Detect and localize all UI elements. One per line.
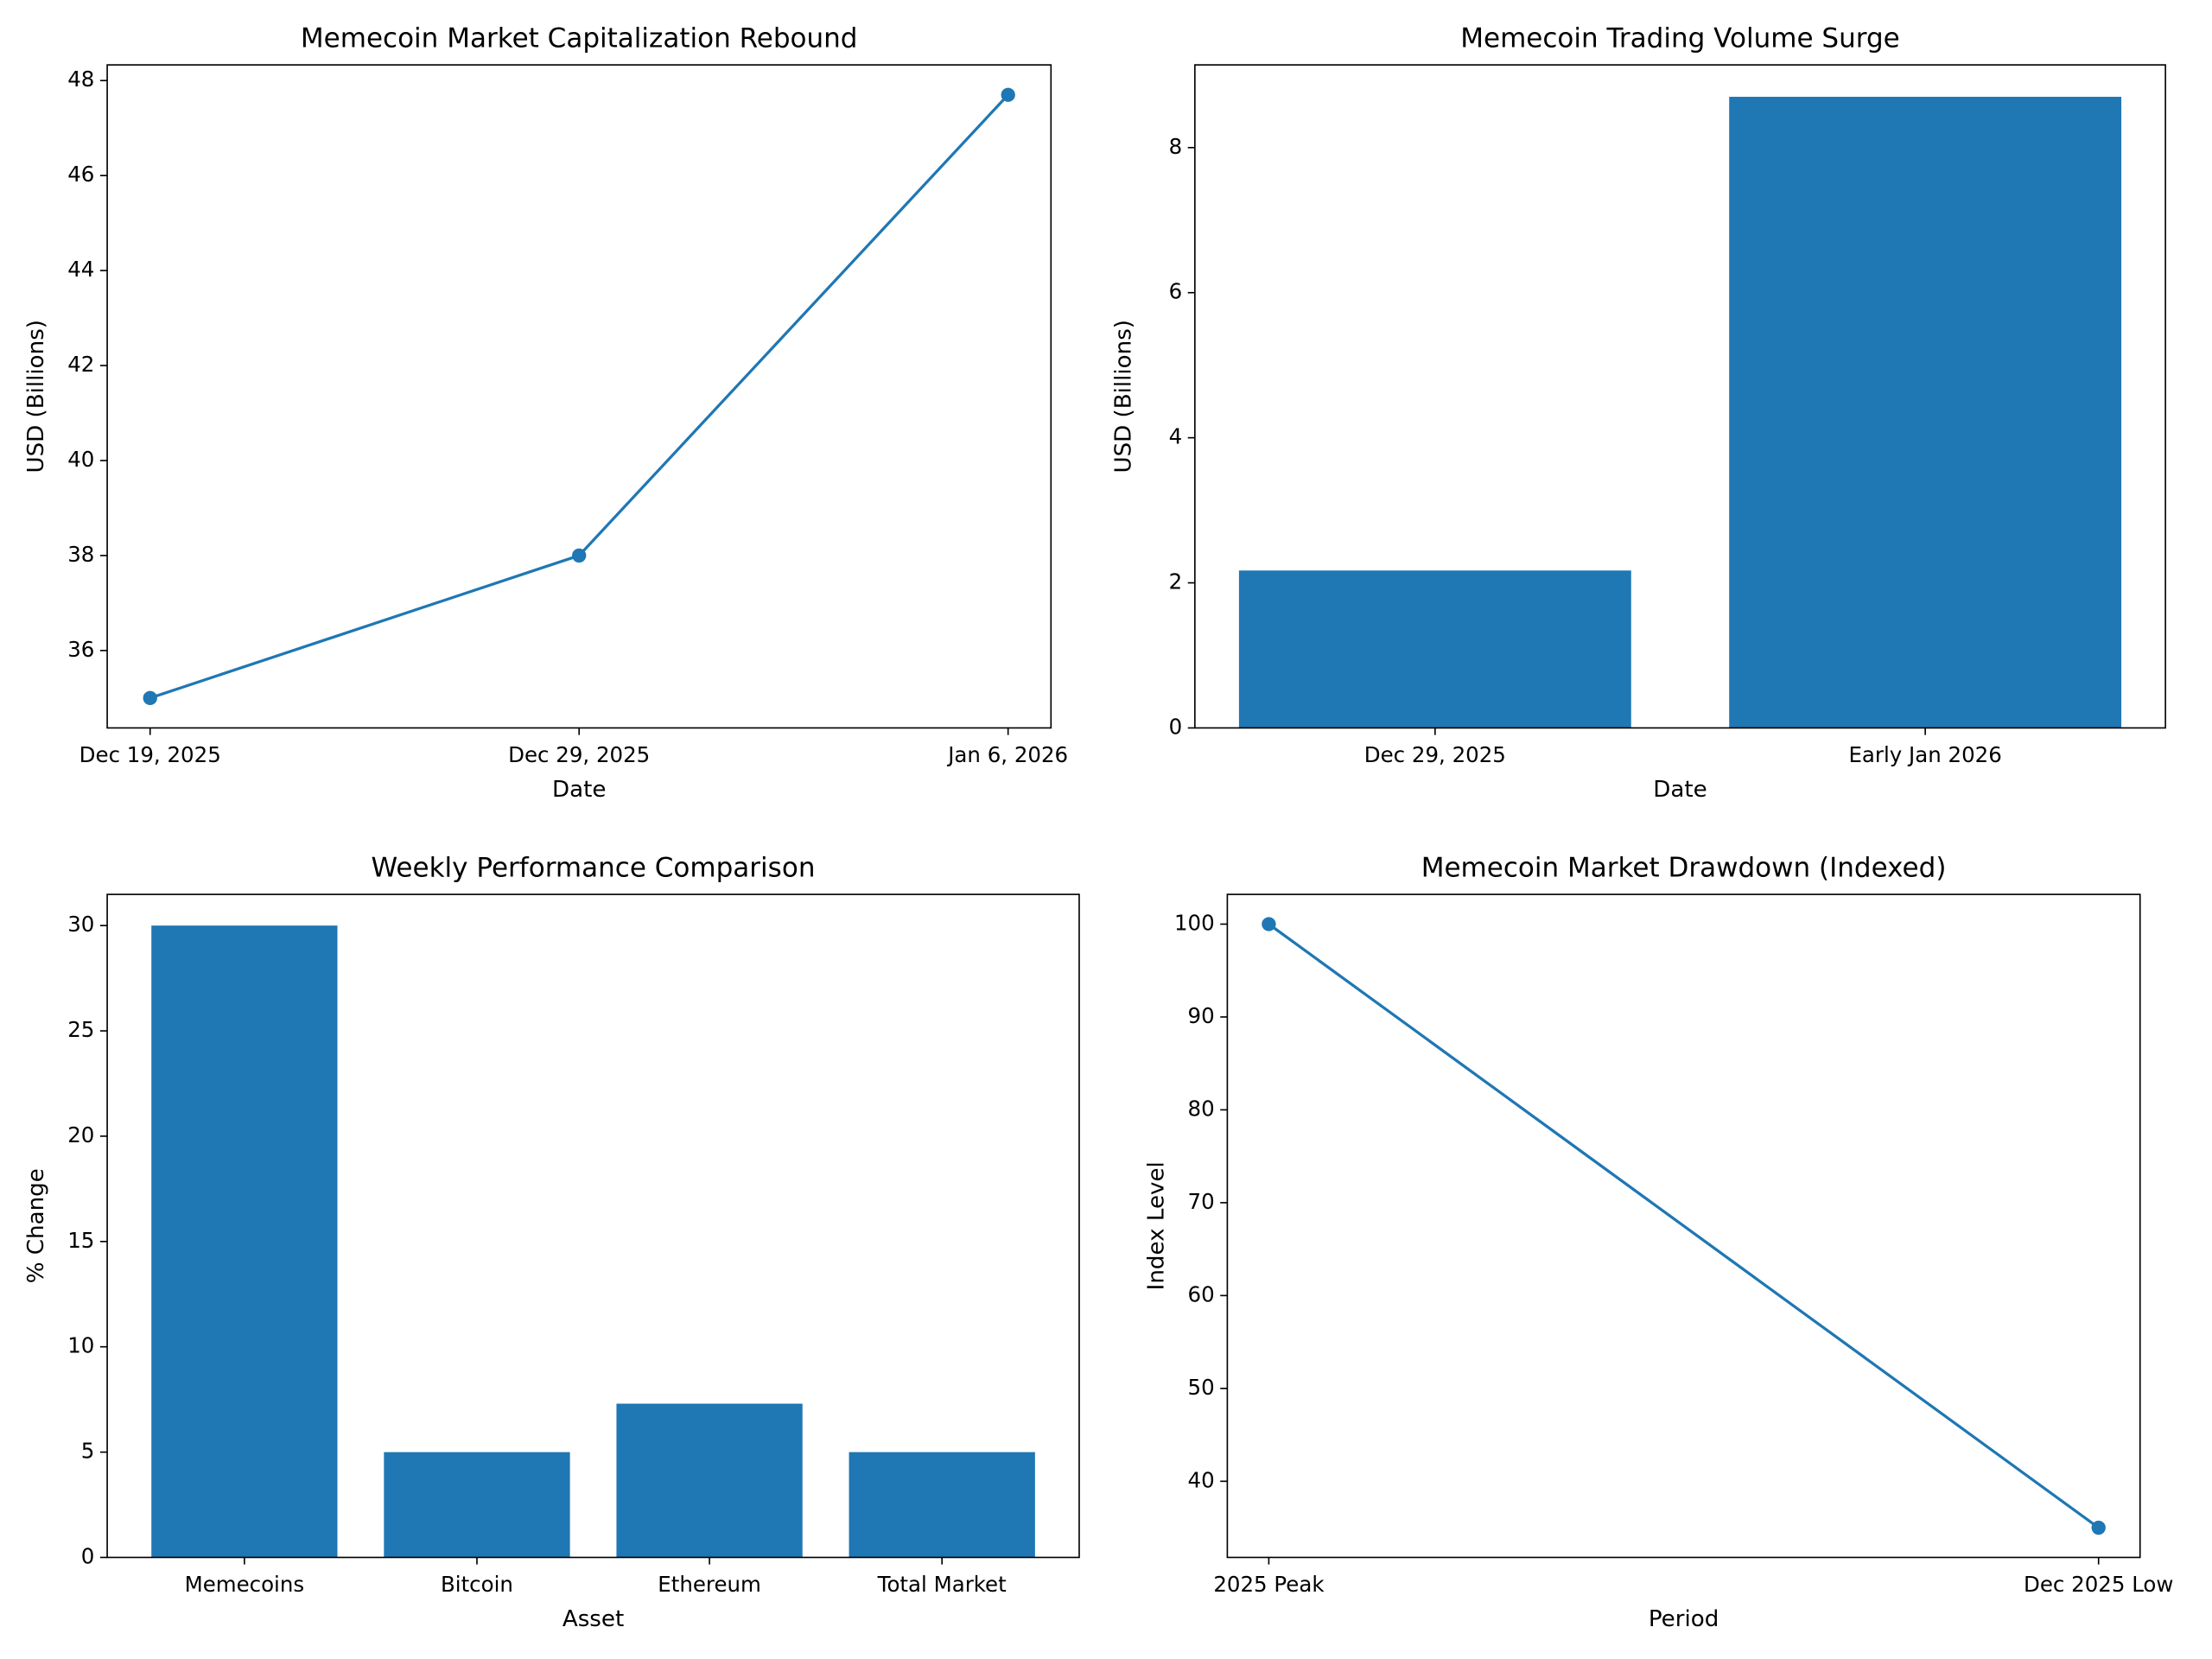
x-axis-label: Period: [1649, 1606, 1719, 1632]
y-tick-label: 44: [67, 257, 94, 282]
point: [1001, 87, 1015, 102]
y-tick-label: 30: [67, 912, 94, 937]
x-axis-label: Date: [1653, 777, 1707, 803]
x-tick-label: Dec 29, 2025: [1364, 742, 1506, 767]
x-tick-label: Total Market: [877, 1572, 1007, 1597]
y-tick-label: 48: [67, 67, 94, 92]
bar: [1729, 97, 2122, 728]
chart-title: Memecoin Trading Volume Surge: [1460, 23, 1900, 54]
x-axis-label: Date: [552, 777, 606, 803]
axes-frame: [106, 64, 1052, 729]
x-axis-label: Asset: [563, 1606, 624, 1632]
y-tick-label: 15: [67, 1228, 94, 1253]
x-tick-label: Early Jan 2026: [1848, 742, 2001, 767]
y-tick-label: 40: [1188, 1467, 1215, 1492]
axes-frame: [1226, 893, 2141, 1559]
y-tick-label: 10: [67, 1333, 94, 1358]
y-tick-label: 2: [1169, 569, 1183, 594]
axes-frame: [1194, 64, 2166, 729]
y-tick-label: 6: [1169, 279, 1183, 304]
y-tick-label: 5: [81, 1439, 95, 1464]
y-tick-label: 36: [67, 637, 94, 662]
y-tick-label: 0: [1169, 714, 1183, 739]
y-axis-label: % Change: [23, 1168, 49, 1283]
x-tick-label: 2025 Peak: [1213, 1572, 1325, 1597]
line: [1268, 923, 2100, 1529]
bar: [151, 925, 338, 1558]
x-tick-label: Memecoins: [185, 1572, 305, 1597]
y-tick-label: 46: [67, 162, 94, 187]
chart-panel: Memecoin Trading Volume Surge Date USD (Bi…: [1111, 23, 2166, 803]
y-axis-label: USD (Billions): [23, 320, 49, 474]
x-tick-label: Dec 29, 2025: [508, 742, 650, 767]
chart-panel: Memecoin Market Capitalization Rebound Da…: [23, 23, 1068, 803]
y-tick-label: 42: [67, 352, 94, 377]
y-tick-label: 80: [1188, 1096, 1215, 1121]
y-tick-label: 70: [1188, 1189, 1215, 1214]
y-tick-label: 20: [67, 1122, 94, 1147]
y-axis-label: Index Level: [1143, 1161, 1169, 1290]
bar: [849, 1452, 1035, 1558]
chart-panel: Weekly Performance Comparison Asset % Chan…: [23, 853, 1080, 1632]
point: [1262, 917, 1276, 931]
y-tick-label: 40: [67, 447, 94, 472]
y-tick-label: 100: [1174, 910, 1215, 935]
y-tick-label: 50: [1188, 1375, 1215, 1400]
bar: [1238, 570, 1631, 728]
axes-frame: [106, 893, 1080, 1559]
chart-title: Memecoin Market Capitalization Rebound: [301, 23, 858, 54]
chart-title: Weekly Performance Comparison: [372, 853, 816, 884]
y-tick-label: 60: [1188, 1281, 1215, 1306]
chart-title: Memecoin Market Drawdown (Indexed): [1421, 853, 1947, 884]
y-axis-label: USD (Billions): [1111, 320, 1137, 474]
x-tick-label: Dec 2025 Low: [2024, 1572, 2173, 1597]
y-tick-label: 25: [67, 1017, 94, 1042]
x-tick-label: Dec 19, 2025: [79, 742, 221, 767]
y-tick-label: 38: [67, 542, 94, 567]
chart-panel: Memecoin Market Drawdown (Indexed) Period…: [1143, 853, 2173, 1632]
point: [143, 690, 157, 705]
point: [572, 548, 587, 563]
y-tick-label: 0: [81, 1543, 95, 1568]
x-tick-label: Jan 6, 2026: [946, 742, 1068, 767]
y-tick-label: 4: [1169, 424, 1183, 449]
bar: [616, 1403, 803, 1558]
x-tick-label: Ethereum: [658, 1572, 761, 1597]
bar: [384, 1452, 570, 1558]
y-tick-label: 90: [1188, 1003, 1215, 1028]
x-tick-label: Bitcoin: [441, 1572, 513, 1597]
y-tick-label: 8: [1169, 134, 1183, 159]
point: [2091, 1520, 2106, 1535]
line: [149, 93, 1009, 700]
